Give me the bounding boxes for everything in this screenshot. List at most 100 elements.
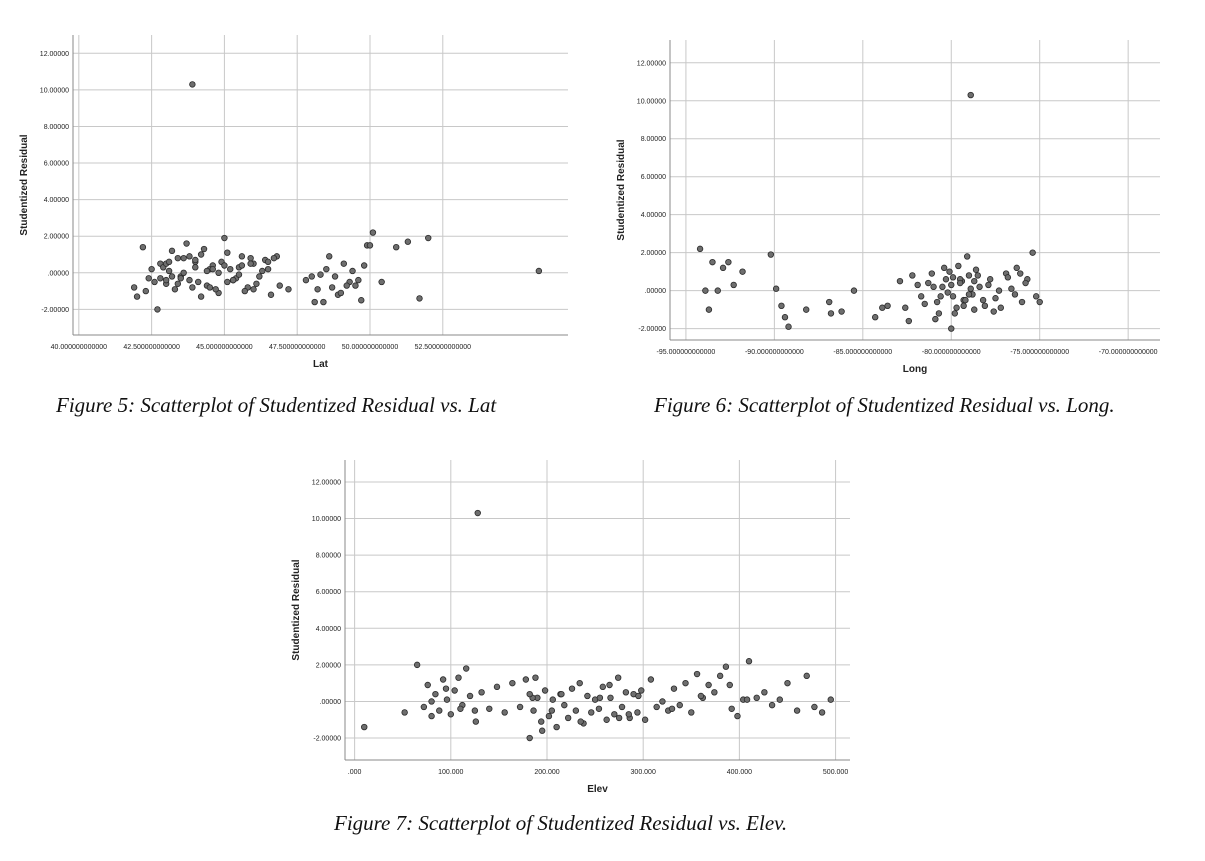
x-tick-label: 40.000000000000 [51,344,108,351]
data-point [682,679,689,687]
data-point [457,705,464,712]
data-point [133,293,141,300]
data-point [328,284,336,291]
data-point [151,278,158,286]
data-point [606,681,613,689]
data-point [577,718,584,725]
data-point [705,306,713,313]
data-point [985,281,992,289]
data-point [516,703,524,711]
data-point [772,285,780,292]
data-point [909,272,916,279]
data-point [154,306,161,313]
data-point [532,674,539,681]
data-point [250,286,257,293]
data-point [921,300,928,308]
data-point [967,91,974,99]
data-point [584,692,591,700]
data-point [811,703,818,711]
data-point [793,707,801,714]
data-point [145,275,152,282]
data-point [247,260,254,267]
y-tick-label: .00000 [320,699,342,706]
data-point [195,278,202,286]
data-point [285,286,292,293]
data-point [451,687,458,694]
data-point [162,276,170,284]
data-point [247,254,254,262]
data-point [917,293,925,300]
data-point [1029,249,1036,256]
data-point [264,258,272,266]
data-point [711,689,718,696]
data-point [827,696,834,703]
data-point [413,661,421,669]
data-point [264,265,272,273]
data-point [960,302,967,310]
data-point [424,681,431,689]
data-point [174,254,182,262]
data-point [404,238,412,245]
data-point [784,679,791,687]
x-tick-label: 500.000 [823,769,848,776]
data-point [965,291,973,298]
data-point [553,723,560,731]
data-point [238,253,246,260]
y-tick-label: 8.00000 [44,124,69,131]
x-axis-label: Elev [587,784,608,795]
data-point [436,707,443,714]
data-point [1008,285,1015,292]
y-axis-label: Studentized Residual [291,559,302,660]
data-point [206,284,214,291]
data-point [1018,298,1026,306]
data-point [635,692,642,700]
figure-6-caption: Figure 6: Scatterplot of Studentized Res… [654,393,1115,417]
data-point [946,268,953,275]
data-point [323,265,330,273]
data-point [340,260,347,267]
data-point [455,674,462,681]
data-point [949,293,957,300]
data-point [314,286,321,293]
y-tick-label: 10.00000 [40,87,69,94]
data-point [343,282,350,289]
data-point [130,284,138,291]
data-point [818,709,826,716]
data-point [951,310,959,317]
y-tick-label: -2.00000 [638,326,666,333]
data-point [705,681,712,689]
data-point [615,714,623,722]
x-axis-label: Lat [313,359,329,370]
data-point [622,689,630,696]
data-point [530,707,537,714]
data-point [778,302,785,310]
data-point [976,283,983,291]
data-point [719,264,727,272]
x-tick-label: 45.000000000000 [196,344,253,351]
data-point [595,705,603,712]
data-point [596,694,604,702]
data-point [177,275,184,282]
data-point [728,705,735,712]
x-tick-label: 50.000000000000 [342,344,399,351]
y-axis-label: Studentized Residual [616,139,627,240]
data-point [730,281,737,289]
data-point [990,308,997,315]
y-tick-label: .00000 [48,270,70,277]
data-point [548,707,556,714]
data-point [588,709,595,716]
data-point [486,705,493,712]
data-point [992,295,999,302]
data-point [745,658,753,665]
data-point [953,304,960,311]
data-point [676,701,683,709]
data-point [850,287,858,294]
data-point [148,265,155,273]
data-point [576,679,583,687]
y-tick-label: 10.00000 [637,98,666,105]
data-point [270,254,278,262]
y-tick-label: 4.00000 [641,212,666,219]
data-point [157,275,164,282]
data-point [200,245,208,253]
data-point [522,676,530,683]
